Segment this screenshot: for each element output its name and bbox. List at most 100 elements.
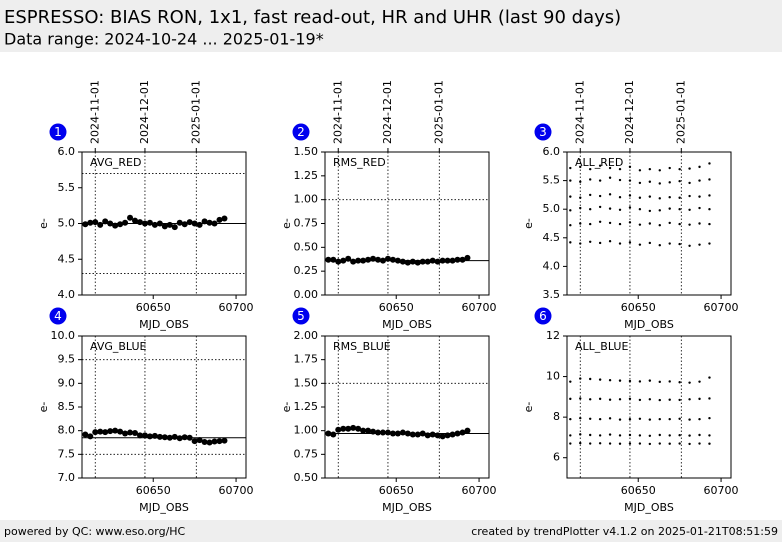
point — [628, 221, 632, 224]
y-tick-label: 12 — [546, 329, 560, 342]
point — [638, 223, 642, 226]
point — [221, 215, 228, 222]
point — [394, 257, 401, 264]
point — [345, 255, 352, 262]
point — [588, 377, 592, 381]
y-tick-label: 0.00 — [294, 288, 319, 301]
panel-label: AVG_BLUE — [90, 340, 147, 353]
x-tick-label: 60700 — [704, 484, 739, 497]
point — [588, 222, 592, 226]
point — [171, 433, 178, 440]
y-tick-label: 5.5 — [543, 174, 561, 187]
header-bg — [0, 0, 782, 52]
point — [708, 242, 711, 245]
point — [688, 434, 691, 437]
point — [404, 259, 411, 266]
point — [127, 214, 134, 221]
point — [668, 398, 671, 401]
point — [434, 432, 441, 439]
panel-badge — [534, 123, 552, 141]
y-axis-label: e- — [280, 402, 293, 413]
point — [638, 417, 642, 420]
point — [618, 418, 622, 421]
date-tick-label: 2024-12-01 — [623, 80, 636, 144]
point — [201, 439, 208, 446]
point — [698, 165, 701, 169]
panel-label: RMS_BLUE — [333, 340, 391, 353]
point — [221, 437, 228, 444]
point — [628, 179, 632, 182]
point — [608, 166, 612, 170]
y-tick-label: 4.5 — [543, 231, 561, 244]
point — [608, 442, 612, 445]
point — [668, 242, 671, 245]
point — [107, 220, 114, 227]
point — [658, 417, 661, 421]
point — [146, 433, 153, 440]
panel-label: ALL_RED — [575, 156, 623, 169]
point — [370, 255, 377, 262]
point — [181, 221, 188, 228]
point — [588, 442, 592, 445]
point — [598, 241, 602, 245]
plot-frame — [324, 151, 490, 296]
point — [569, 417, 572, 421]
panel-label: AVG_RED — [90, 156, 141, 169]
panel-number: 6 — [539, 309, 547, 323]
point — [569, 434, 572, 437]
point — [569, 179, 572, 182]
plot-frame — [324, 335, 490, 479]
point — [579, 397, 582, 400]
point — [350, 258, 357, 265]
point — [638, 398, 642, 402]
point — [449, 431, 456, 438]
point — [648, 180, 652, 183]
point — [579, 242, 582, 245]
x-tick-label: 60650 — [621, 301, 656, 314]
point — [579, 441, 582, 445]
point — [658, 380, 661, 384]
point — [688, 244, 691, 248]
y-tick-label: 7.0 — [58, 471, 76, 484]
point — [345, 425, 352, 432]
point — [579, 180, 582, 183]
point — [340, 425, 347, 432]
point — [389, 430, 396, 437]
x-tick-label: 60650 — [136, 484, 171, 497]
point — [464, 427, 471, 434]
point — [429, 257, 436, 264]
point — [216, 438, 223, 445]
point — [648, 167, 652, 171]
x-axis-label: MJD_OBS — [624, 318, 674, 331]
point — [628, 241, 632, 244]
point — [688, 167, 691, 170]
y-tick-label: 1.50 — [294, 376, 319, 389]
x-tick-label: 60700 — [462, 484, 497, 497]
point — [658, 442, 661, 445]
subtitle: Data range: 2024-10-24 ... 2025-01-19* — [4, 30, 324, 49]
point — [678, 417, 681, 420]
point — [394, 430, 401, 437]
point — [588, 417, 592, 420]
point — [399, 429, 406, 436]
point — [618, 208, 622, 211]
date-tick-label: 2024-12-01 — [381, 80, 394, 144]
point — [429, 431, 436, 438]
point — [598, 397, 602, 401]
point — [658, 197, 661, 200]
point — [628, 433, 632, 437]
point — [668, 417, 671, 421]
point — [92, 219, 99, 226]
point — [668, 195, 671, 199]
point — [598, 378, 602, 381]
point — [569, 397, 572, 401]
y-tick-label: 8.0 — [58, 424, 76, 437]
y-tick-label: 6 — [553, 451, 560, 464]
y-tick-label: 5.0 — [543, 202, 561, 215]
x-tick-label: 60650 — [136, 301, 171, 314]
point — [598, 417, 602, 421]
x-axis-label: MJD_OBS — [382, 318, 432, 331]
point — [608, 433, 612, 436]
point — [569, 166, 572, 170]
point — [658, 209, 661, 212]
